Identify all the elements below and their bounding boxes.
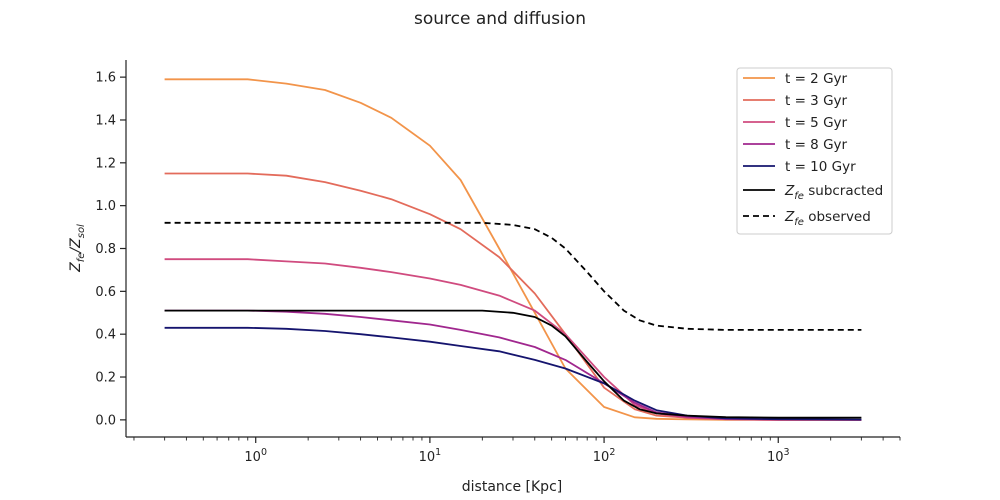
series-line-3 bbox=[164, 258, 862, 421]
legend-label: Zfe subcracted bbox=[784, 183, 883, 202]
legend-box bbox=[736, 67, 893, 235]
y-tick-label: 1.4 bbox=[95, 113, 116, 128]
x-axis-label: distance [Kpc] bbox=[462, 479, 562, 495]
y-tick-label: 1.6 bbox=[95, 71, 116, 86]
series-line-4 bbox=[164, 309, 862, 421]
legend-label: Zfe observed bbox=[784, 209, 871, 228]
legend: t = 2 Gyr t = 3 Gyr t = 5 Gyr t = 8 Gyr t = … bbox=[736, 67, 893, 235]
y-tick-label: 1.2 bbox=[95, 156, 116, 171]
plot-lines bbox=[164, 78, 862, 421]
y-tick-label: 0.2 bbox=[95, 371, 116, 386]
x-tick-label: 103 bbox=[767, 447, 790, 465]
chart-title: source and diffusion bbox=[414, 9, 586, 29]
y-tick-label: 0.6 bbox=[95, 285, 116, 300]
series-line-7 bbox=[164, 221, 862, 331]
series-line-6 bbox=[164, 309, 862, 419]
legend-label: t = 2 Gyr bbox=[785, 71, 848, 87]
legend-label: t = 5 Gyr bbox=[785, 115, 848, 131]
legend-label: t = 3 Gyr bbox=[785, 93, 848, 109]
y-tick-label: 0.4 bbox=[95, 328, 116, 343]
y-tick-label: 1.0 bbox=[95, 199, 116, 214]
x-tick-label: 101 bbox=[419, 447, 442, 465]
y-axis-label: Zfe​/Zsol​ bbox=[68, 224, 87, 273]
axes: 0.0 0.2 0.4 0.6 0.8 1.0 1.2 1.4 1.6 100 101 102 103 bbox=[95, 60, 901, 465]
y-tick-label: 0.8 bbox=[95, 242, 116, 257]
legend-label: t = 8 Gyr bbox=[785, 137, 848, 153]
x-tick-label: 102 bbox=[593, 447, 616, 465]
y-tick-label: 0.0 bbox=[95, 413, 116, 428]
legend-label: t = 10 Gyr bbox=[785, 159, 856, 175]
series-line-1 bbox=[164, 78, 862, 421]
x-tick-label: 100 bbox=[244, 447, 267, 465]
